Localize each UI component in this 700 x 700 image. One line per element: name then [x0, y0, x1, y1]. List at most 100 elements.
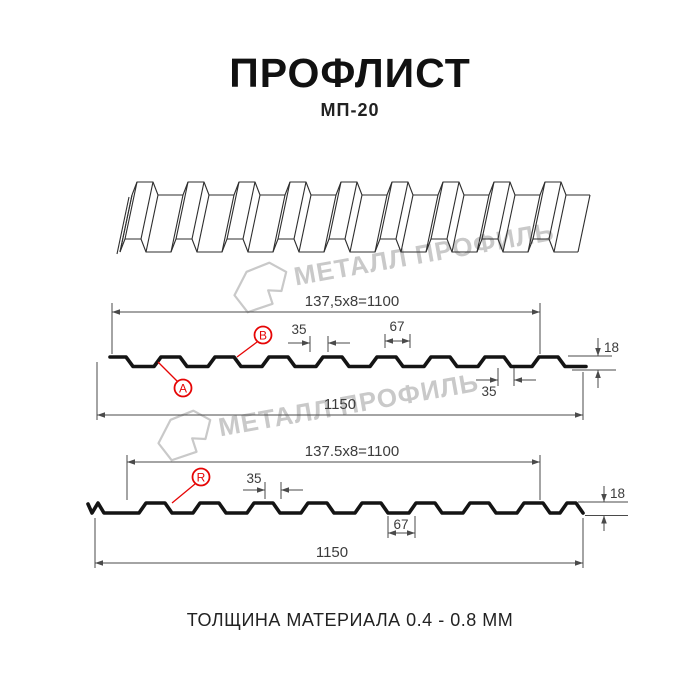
dim-height-18: 18 — [578, 486, 628, 531]
sheet-rib-line — [293, 181, 307, 240]
sheet-rib-line — [527, 194, 541, 253]
sheet-rib-line — [481, 181, 495, 240]
arrowhead — [407, 530, 415, 536]
point-label-b-text: B — [259, 329, 267, 343]
point-label-a-text: A — [179, 382, 187, 396]
dim-width-formula: 137.5x8=1100 — [126, 443, 541, 500]
dim-rib-top-35: 35 — [243, 471, 303, 499]
arrowhead — [302, 340, 310, 346]
arrowhead — [595, 370, 601, 378]
sheet-rib-line — [548, 181, 562, 240]
arrowhead — [257, 487, 265, 493]
sheet-front-edge — [119, 238, 578, 253]
dim-18-text: 18 — [610, 486, 625, 501]
sheet-rib-line — [124, 181, 138, 240]
footer-note: ТОЛЩИНА МАТЕРИАЛА 0.4 - 0.8 ММ — [186, 610, 514, 630]
sheet-rib-line — [400, 194, 414, 253]
dim-width-formula-text: 137,5x8=1100 — [305, 293, 399, 310]
arrowhead — [490, 377, 498, 383]
sheet-rib-line — [226, 181, 240, 240]
sheet-rib-line — [140, 181, 154, 240]
sheet-rib-line — [196, 194, 210, 253]
sheet-rib-line — [430, 181, 444, 240]
arrowhead — [95, 560, 103, 566]
dim-rib-top-35: 35 — [288, 322, 350, 352]
point-label-b: B — [236, 325, 273, 358]
profile-outline-top — [108, 355, 588, 369]
sheet-rib-line — [247, 194, 261, 253]
sheet-rib-line — [451, 194, 465, 253]
sheet-rib-line — [553, 194, 567, 253]
dim-1150-text: 1150 — [324, 396, 356, 413]
sheet-rib-line — [446, 181, 460, 240]
sheet-rib-line — [395, 181, 409, 240]
sheet-rib-line — [175, 181, 189, 240]
sheet-rib-line — [374, 194, 388, 253]
point-marker-a — [173, 378, 193, 398]
leader-line — [157, 361, 178, 382]
dim-1150-text: 1150 — [316, 544, 348, 561]
arrowhead — [575, 412, 583, 418]
sheet-rib-line — [242, 181, 256, 240]
arrowhead — [97, 412, 105, 418]
arrowhead — [514, 377, 522, 383]
arrowhead — [595, 348, 601, 356]
page-subtitle: МП-20 — [320, 100, 380, 120]
sheet-rib-line — [532, 181, 546, 240]
dim-valley-67: 67 — [384, 319, 411, 348]
sheet-back-edge — [131, 181, 590, 196]
point-marker-r — [191, 467, 211, 487]
section-bottom-drawing: 137.5x8=1100 R 35 — [86, 443, 628, 568]
arrowhead — [575, 560, 583, 566]
arrowhead — [601, 494, 607, 502]
arrowhead — [281, 487, 289, 493]
dim-67-text: 67 — [393, 517, 408, 532]
arrowhead — [601, 515, 607, 524]
dim-rib-bottom-35: 35 — [476, 368, 536, 399]
point-marker-b — [253, 325, 273, 345]
dim-18-text: 18 — [604, 340, 619, 355]
point-label-r: R — [171, 467, 211, 504]
sheet-rib-line — [577, 194, 591, 253]
sheet-rib-line — [425, 194, 439, 253]
sheet-rib-line — [476, 194, 490, 253]
dim-35-text: 35 — [291, 322, 306, 337]
sheet-3d-view — [116, 181, 591, 255]
sheet-rib-line — [328, 181, 342, 240]
dim-width-formula-text: 137.5x8=1100 — [305, 443, 399, 460]
point-label-r-text: R — [197, 471, 206, 485]
leader-line — [236, 341, 258, 358]
sheet-rib-line — [272, 194, 286, 253]
watermark-logo-icon — [157, 409, 212, 462]
sheet-rib-line — [191, 181, 205, 240]
arrowhead — [532, 309, 540, 315]
arrowhead — [328, 340, 336, 346]
watermark-logo-icon — [233, 261, 288, 314]
arrowhead — [388, 530, 396, 536]
sheet-rib-line — [145, 194, 159, 253]
dim-height-18: 18 — [568, 338, 619, 388]
sheet-rib-line — [298, 194, 312, 253]
section-top-drawing: 137,5x8=1100 B A — [96, 293, 619, 420]
dim-width-formula: 137,5x8=1100 — [111, 293, 541, 354]
dim-35-bottom-text: 35 — [481, 384, 496, 399]
sheet-rib-line — [323, 194, 337, 253]
leader-line — [171, 483, 196, 504]
dim-67-text: 67 — [389, 319, 404, 334]
sheet-rib-line — [344, 181, 358, 240]
arrowhead — [385, 338, 393, 344]
sheet-rib-line — [349, 194, 363, 253]
sheet-rib-line — [277, 181, 291, 240]
sheet-rib-line — [502, 194, 516, 253]
dim-35-text: 35 — [246, 471, 261, 486]
sheet-left-cut-edge — [119, 194, 133, 253]
profile-outline-bottom — [86, 501, 585, 515]
sheet-rib-line — [221, 194, 235, 253]
arrowhead — [532, 459, 540, 465]
arrowhead — [112, 309, 120, 315]
sheet-rib-line — [497, 181, 511, 240]
point-label-a: A — [157, 361, 193, 398]
arrowhead — [402, 338, 410, 344]
